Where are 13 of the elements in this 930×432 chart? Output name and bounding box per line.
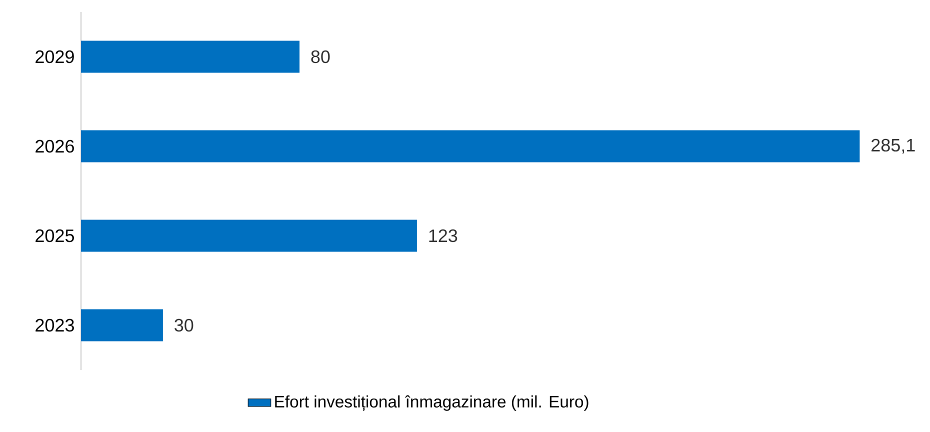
y-tick-label: 2025 (36, 229, 74, 242)
legend-label: Efort investițional înmagazinare (mil. Euro) (275, 395, 588, 411)
bar (81, 309, 163, 342)
data-label: 123 (429, 229, 458, 242)
data-label: 80 (311, 50, 330, 64)
y-tick-label: 2026 (36, 140, 74, 153)
bar (81, 40, 300, 73)
y-tick-label: 2029 (36, 50, 74, 64)
data-label: 285,1 (872, 138, 915, 154)
bar (81, 130, 860, 162)
data-label: 30 (174, 318, 194, 332)
bar (81, 220, 417, 252)
y-tick-label: 2023 (36, 318, 74, 332)
